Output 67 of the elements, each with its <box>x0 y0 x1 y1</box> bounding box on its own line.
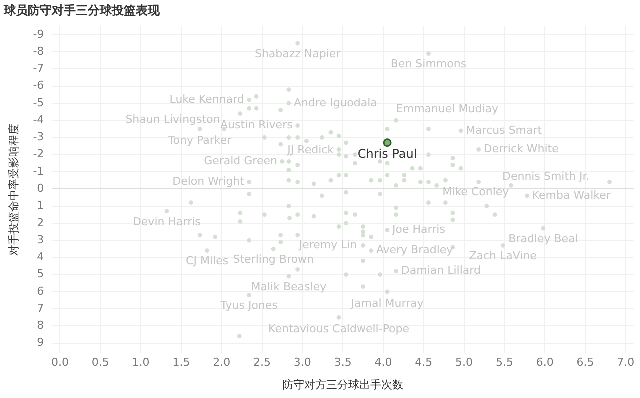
y-tick-label: 7 <box>37 302 44 315</box>
annotation: Tyus Jones <box>220 299 278 312</box>
annotation: Derrick White <box>484 142 560 156</box>
annotation: Gerald Green <box>204 154 278 168</box>
y-tick-label: -5 <box>33 96 44 110</box>
annotation: Ben Simmons <box>390 58 467 71</box>
annotation: Emmanuel Mudiay <box>396 102 500 116</box>
annotation: Marcus Smart <box>466 124 543 137</box>
annotation: CJ Miles <box>186 254 229 268</box>
chart-title: 球员防守对手三分球投篮表现 <box>3 3 161 18</box>
annotation: Sterling Brown <box>233 252 314 266</box>
annotation: Kemba Walker <box>532 188 612 202</box>
x-tick-label: 3.5 <box>334 356 352 370</box>
annotation: Chris Paul <box>358 147 418 162</box>
annotation: Malik Beasley <box>251 280 328 294</box>
x-tick-label: 4.5 <box>415 356 433 370</box>
annotation: Luke Kennard <box>170 92 244 106</box>
y-tick-label: -1 <box>33 164 44 178</box>
annotation: Shabazz Napier <box>254 47 342 60</box>
y-tick-label: 8 <box>37 319 44 332</box>
x-tick-label: 4.0 <box>374 356 392 370</box>
x-tick-label: 6.0 <box>536 356 554 370</box>
x-tick-label: 1.0 <box>132 356 150 370</box>
annotation: Mike Conley <box>442 186 510 199</box>
annotation: Zach LaVine <box>469 250 538 263</box>
annotation: Dennis Smith Jr. <box>502 170 590 184</box>
x-tick-label: 0.5 <box>92 356 110 370</box>
x-tick-label: 2.0 <box>213 356 231 370</box>
x-tick-label: 2.5 <box>254 356 272 370</box>
y-tick-label: 4 <box>37 250 44 264</box>
x-tick-label: 0.0 <box>52 356 69 370</box>
annotation: Jamal Murray <box>350 296 424 310</box>
annotation: Jeremy Lin <box>298 238 358 252</box>
x-axis-title: 防守对方三分球出手次数 <box>282 378 404 392</box>
annotation: Joe Harris <box>392 223 446 236</box>
annotation: Avery Bradley <box>376 244 454 257</box>
x-tick-label: 5.0 <box>456 356 474 370</box>
y-tick-label: 2 <box>37 216 44 230</box>
x-tick-label: 1.5 <box>172 356 190 370</box>
y-tick-label: -9 <box>33 28 44 41</box>
annotation: Shaun Livingston <box>126 113 220 126</box>
annotation: JJ Redick <box>286 144 335 157</box>
y-tick-label: 0 <box>37 182 44 196</box>
y-tick-label: -4 <box>33 113 44 126</box>
y-tick-label: -7 <box>33 62 44 76</box>
x-tick-label: 7.0 <box>617 356 635 370</box>
y-tick-label: -2 <box>33 148 44 161</box>
annotation: Austin Rivers <box>220 118 294 132</box>
annotation: Delon Wright <box>172 175 246 188</box>
y-axis-title: 对手投篮命中率受影响程度 <box>7 124 20 256</box>
annotation: Andre Iguodala <box>294 96 378 110</box>
x-tick-label: 3.0 <box>294 356 312 370</box>
y-tick-label: -3 <box>33 130 44 144</box>
y-tick-label: 1 <box>37 199 44 212</box>
y-tick-label: -8 <box>33 44 44 58</box>
annotation: Tony Parker <box>167 134 232 148</box>
y-tick-label: 9 <box>37 336 44 350</box>
annotation: Bradley Beal <box>508 232 578 246</box>
y-tick-label: 5 <box>37 268 44 281</box>
annotation: Damian Lillard <box>401 264 481 278</box>
annotation: Devin Harris <box>132 215 202 228</box>
y-tick-label: 3 <box>37 233 44 246</box>
annotation: Kentavious Caldwell-Pope <box>268 322 410 336</box>
y-tick-label: 6 <box>37 284 44 298</box>
x-tick-label: 6.5 <box>576 356 594 370</box>
y-tick-label: -6 <box>33 79 44 92</box>
x-tick-label: 5.5 <box>496 356 514 370</box>
